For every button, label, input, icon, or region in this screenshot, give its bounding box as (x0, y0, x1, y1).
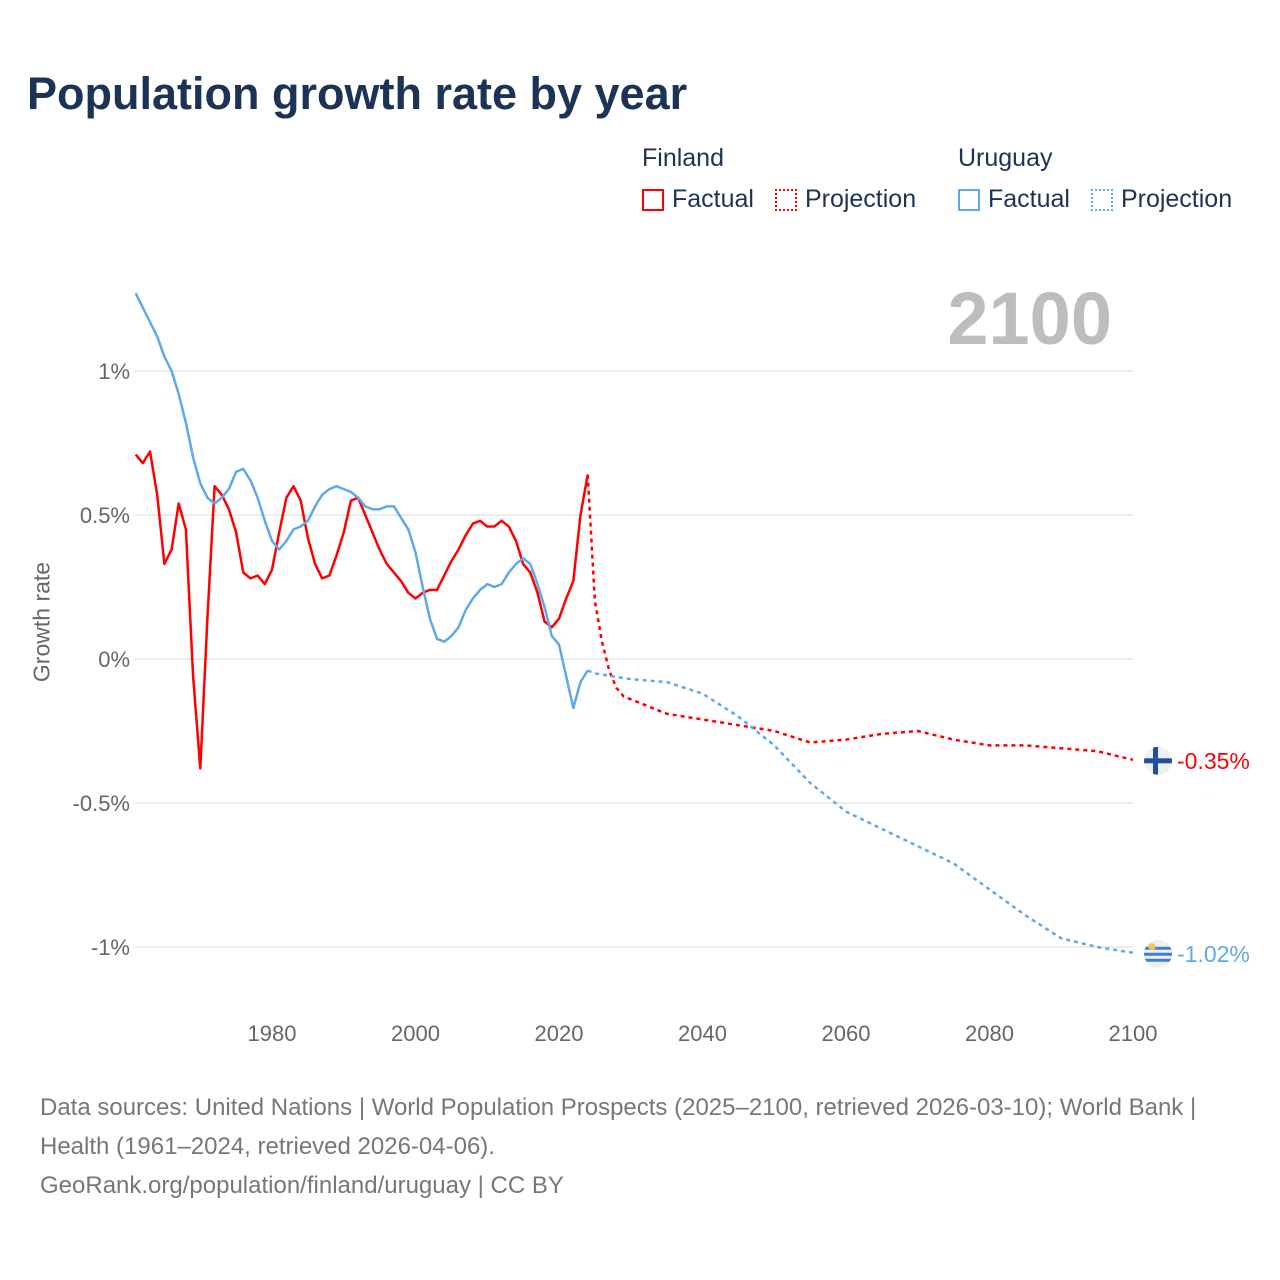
legend-swatch-dotted (1090, 188, 1113, 211)
x-tick-label: 2000 (391, 1021, 440, 1046)
legend-label: Factual (672, 185, 754, 213)
uruguay-end-value: -1.02% (1177, 941, 1250, 967)
uruguay-flag-icon (1144, 939, 1172, 968)
x-tick-label: 2020 (535, 1021, 584, 1046)
finland-projection-line (586, 474, 1134, 762)
data-sources: Data sources: United Nations | World Pop… (40, 1094, 1197, 1160)
x-tick-label: 2100 (1109, 1021, 1158, 1046)
legend-label: Factual (988, 185, 1070, 213)
legend-uruguay-factual[interactable]: Factual (958, 185, 1070, 214)
legend-group-label: Finland (642, 144, 724, 172)
legend-swatch-dotted (774, 188, 797, 211)
y-tick-label: -0.5% (73, 791, 130, 816)
x-tick-label: 2040 (678, 1021, 727, 1046)
chart-title: Population growth rate by year (27, 68, 688, 119)
legend-group-finland: Finland Factual Projection (642, 144, 930, 218)
finland-factual-line (134, 450, 589, 770)
legend-group-label: Uruguay (958, 144, 1053, 172)
legend-finland-projection[interactable]: Projection (774, 185, 917, 214)
legend-label: Projection (804, 185, 917, 213)
credit-link[interactable]: GeoRank.org/population/finland/uruguay |… (40, 1172, 564, 1199)
y-tick-label: 1% (98, 359, 130, 384)
uruguay-projection-line (587, 669, 1134, 955)
footer: Data sources: United Nations | World Pop… (40, 1088, 1240, 1205)
current-year-label: 2100 (947, 277, 1112, 360)
legend-label: Projection (1120, 185, 1233, 213)
y-tick-label: 0% (98, 647, 130, 672)
x-tick-label: 2060 (822, 1021, 871, 1046)
y-tick-label: -1% (91, 935, 130, 960)
x-tick-label: 1980 (248, 1021, 297, 1046)
y-tick-label: 0.5% (80, 503, 130, 528)
legend-swatch-solid (958, 188, 980, 211)
y-axis-label: Growth rate (28, 561, 55, 683)
legend-group-uruguay: Uruguay Factual Projection (958, 144, 1246, 218)
x-tick-label: 2080 (965, 1021, 1014, 1046)
legend-finland-factual[interactable]: Factual (642, 185, 754, 214)
uruguay-factual-line (134, 292, 589, 710)
finland-flag-icon (1144, 746, 1172, 775)
finland-end-value: -0.35% (1177, 748, 1250, 774)
legend-swatch-solid (642, 188, 664, 211)
legend-uruguay-projection[interactable]: Projection (1090, 185, 1233, 214)
